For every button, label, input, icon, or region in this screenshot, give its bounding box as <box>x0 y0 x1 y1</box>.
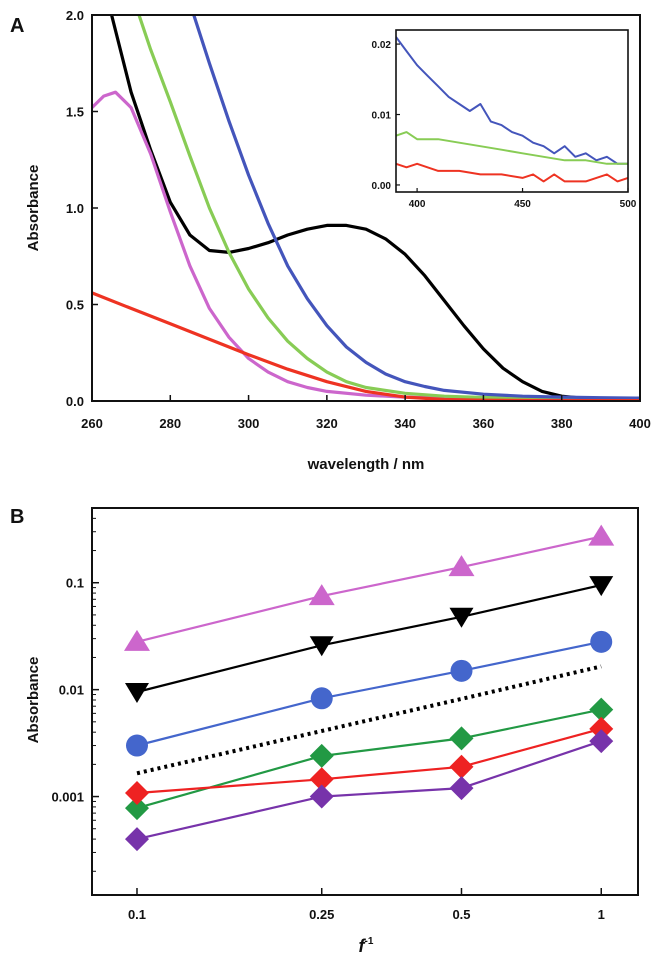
panel-a-y-tick-label: 1.5 <box>66 105 84 120</box>
panel-b-axes: 0.1 0.25 0.5 1 0.001 0.01 0.1 <box>51 518 604 922</box>
panel-b-series-line-1 <box>137 537 601 642</box>
panel-b-series-line-6 <box>137 729 601 793</box>
panel-b-data-point <box>310 785 334 809</box>
panel-b-data-point <box>449 726 473 750</box>
panel-a-x-tick-label: 400 <box>629 416 651 431</box>
panel-b-x-axis-label: f-1 <box>359 936 374 956</box>
panel-a-x-tick-label: 320 <box>316 416 338 431</box>
panel-b-data-point <box>311 687 333 709</box>
panel-b-frame <box>92 508 638 895</box>
panel-b-data-point <box>125 827 149 851</box>
panel-b-series-line-3 <box>137 642 601 746</box>
inset-x-tick-label: 500 <box>620 199 637 210</box>
panel-a-y-tick-label: 0.0 <box>66 394 84 409</box>
panel-b-series-line-4 <box>137 666 601 773</box>
panel-b-x-tick-label: 1 <box>598 907 605 922</box>
panel-b-x-tick-label: 0.5 <box>452 907 470 922</box>
panel-a-y-tick-label: 1.0 <box>66 201 84 216</box>
panel-a-x-tick-label: 340 <box>394 416 416 431</box>
panel-b-data-point <box>310 636 334 656</box>
inset-y-tick-label: 0.02 <box>372 40 392 51</box>
panel-b-data-point <box>449 776 473 800</box>
panel-a-x-axis-label: wavelength / nm <box>307 456 425 473</box>
panel-b-y-tick-label: 0.01 <box>59 683 84 698</box>
panel-b-data-point <box>125 781 149 805</box>
panel-b-y-tick-label: 0.001 <box>51 790 84 805</box>
panel-b-series-line-2 <box>137 585 601 692</box>
panel-b-plot-area <box>124 525 614 851</box>
inset-y-tick-label: 0.00 <box>372 181 392 192</box>
panel-b-label: B <box>10 506 24 528</box>
inset-y-tick-label: 0.01 <box>372 111 392 122</box>
panel-a-x-tick-label: 360 <box>473 416 495 431</box>
panel-a-y-tick-label: 0.5 <box>66 298 84 313</box>
inset-x-tick-label: 450 <box>514 199 531 210</box>
panel-a-label: A <box>10 15 24 37</box>
panel-b-data-point <box>450 660 472 682</box>
panel-b-data-point <box>125 683 149 703</box>
panel-b-x-tick-label: 0.25 <box>309 907 334 922</box>
panel-a-inset: 400 450 500 0.00 0.01 0.02 <box>372 30 637 210</box>
panel-b-x-axis-label-sup: -1 <box>365 936 374 947</box>
panel-b-data-point <box>588 525 614 546</box>
panel-a-x-tick-label: 260 <box>81 416 103 431</box>
panel-b-x-tick-label: 0.1 <box>128 907 146 922</box>
panel-a-series-line-5 <box>92 293 640 401</box>
panel-b-data-point <box>310 744 334 768</box>
panel-a-x-tick-label: 280 <box>159 416 181 431</box>
panel-b-y-tick-label: 0.1 <box>66 576 84 591</box>
panel-b-data-point <box>590 631 612 653</box>
panel-b-data-point <box>449 755 473 779</box>
panel-b-data-point <box>126 735 148 757</box>
inset-x-tick-label: 400 <box>409 199 426 210</box>
panel-a-y-tick-label: 2.0 <box>66 8 84 23</box>
panel-a-x-tick-label: 300 <box>238 416 260 431</box>
panel-b-data-point <box>589 729 613 753</box>
panel-a-y-axis-label: Absorbance <box>25 165 42 252</box>
panel-b: B 0.1 0.25 0.5 1 0.001 0.01 0.1 f-1 Absorbance <box>10 506 638 956</box>
panel-a: A 260 280 300 320 340 360 380 400 0.0 0.5 1.0 1.5 2.… <box>10 0 651 473</box>
panel-a-x-tick-label: 380 <box>551 416 573 431</box>
panel-b-y-axis-label: Absorbance <box>25 657 42 744</box>
